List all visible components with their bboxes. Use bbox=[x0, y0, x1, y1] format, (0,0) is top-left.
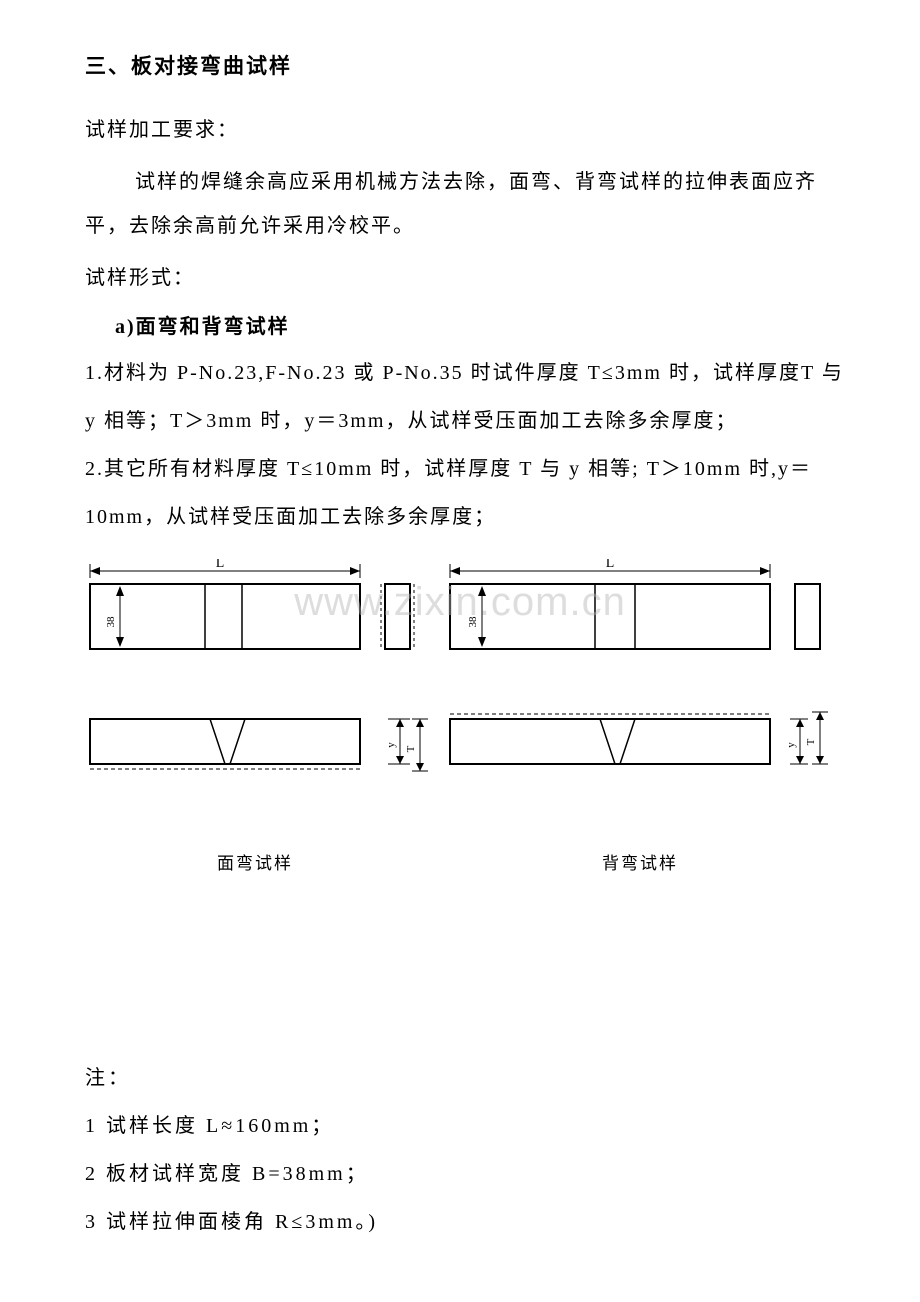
label-back: 背弯试样 bbox=[602, 849, 678, 874]
face-bend-svg: L 38 bbox=[70, 559, 440, 814]
notes-section: 注： 1 试样长度 L≈160mm； 2 板材试样宽度 B=38mm； 3 试样… bbox=[85, 1054, 850, 1246]
subsection-a: a)面弯和背弯试样 bbox=[115, 310, 850, 339]
dim-y-left: y bbox=[385, 742, 397, 748]
diagram-face-bend: L 38 bbox=[70, 559, 440, 874]
note-3: 3 试样拉伸面棱角 R≤3mm。) bbox=[85, 1198, 850, 1246]
dim-38-left: 38 bbox=[105, 616, 117, 628]
rule-1: 1.材料为 P-No.23,F-No.23 或 P-No.35 时试件厚度 T≤… bbox=[85, 349, 850, 445]
requirement-label: 试样加工要求： bbox=[85, 108, 850, 152]
dim-38-right: 38 bbox=[467, 616, 479, 628]
diagram-back-bend: L 38 y bbox=[440, 559, 840, 874]
label-face: 面弯试样 bbox=[217, 849, 293, 874]
dim-T-left: T bbox=[405, 745, 417, 752]
dim-L-r: L bbox=[606, 559, 615, 571]
rule-2: 2.其它所有材料厚度 T≤10mm 时，试样厚度 T 与 y 相等; T＞10m… bbox=[85, 445, 850, 541]
section-heading: 三、板对接弯曲试样 bbox=[85, 50, 850, 80]
back-bend-svg: L 38 y bbox=[440, 559, 840, 814]
diagrams-container: L 38 bbox=[70, 559, 835, 874]
dim-T-right: T bbox=[805, 738, 817, 745]
requirement-text: 试样的焊缝余高应采用机械方法去除，面弯、背弯试样的拉伸表面应齐平，去除余高前允许… bbox=[85, 160, 850, 248]
note-2: 2 板材试样宽度 B=38mm； bbox=[85, 1150, 850, 1198]
notes-title: 注： bbox=[85, 1054, 850, 1102]
note-1: 1 试样长度 L≈160mm； bbox=[85, 1102, 850, 1150]
form-label: 试样形式： bbox=[85, 256, 850, 300]
dim-L: L bbox=[216, 559, 225, 571]
dim-y-right: y bbox=[785, 742, 797, 748]
